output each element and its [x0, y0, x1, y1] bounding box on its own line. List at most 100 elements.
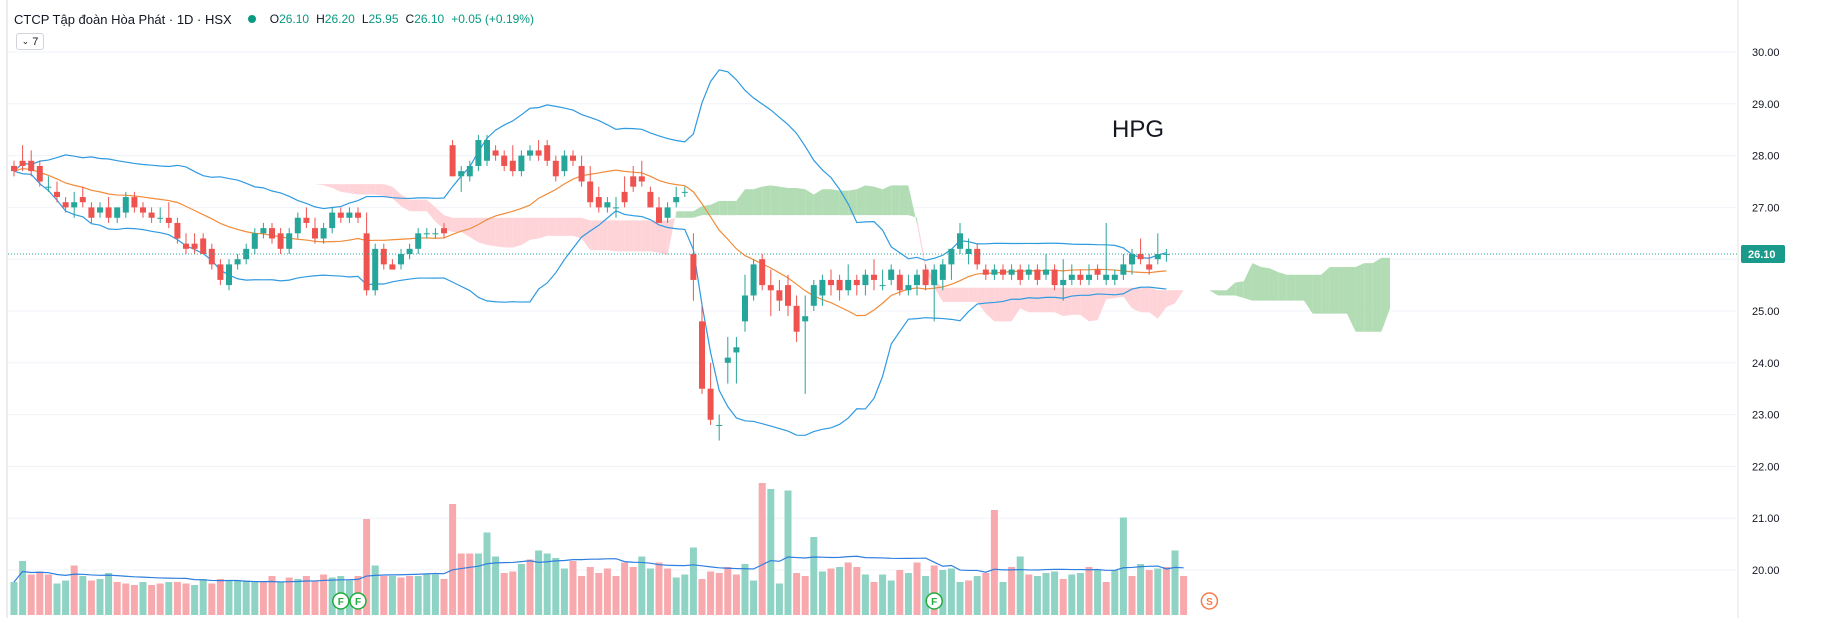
volume-bar	[767, 489, 775, 615]
last-price-badge	[1741, 245, 1785, 264]
cloud-segment	[1020, 287, 1029, 313]
candle-body	[896, 274, 903, 291]
candle-body	[114, 207, 121, 218]
candle-body	[853, 279, 860, 286]
volume-bar	[707, 571, 715, 615]
cloud-segment	[607, 220, 616, 252]
volume-bar	[965, 580, 973, 615]
candle-body	[939, 264, 946, 280]
volume-bar	[552, 558, 560, 615]
candle-body	[269, 228, 275, 239]
candle-body	[234, 259, 241, 265]
volume-bar	[492, 556, 500, 615]
candle-body	[802, 316, 809, 322]
cloud-segment	[831, 189, 840, 216]
volume-bar	[380, 576, 388, 615]
candle-body	[681, 191, 688, 193]
candle-body	[595, 197, 602, 208]
volume-bar	[930, 565, 938, 615]
volume-bar	[672, 577, 680, 615]
volume-bar	[156, 583, 164, 615]
dividend-marker	[332, 592, 350, 610]
candle-body	[1017, 269, 1024, 280]
cloud-segment	[753, 186, 763, 216]
candle-body	[286, 233, 293, 249]
candle-body	[260, 228, 267, 234]
candle-body	[914, 274, 920, 286]
cloud-segment	[684, 211, 694, 218]
cloud-segment	[899, 185, 909, 216]
volume-bar	[569, 561, 577, 615]
candle-body	[1154, 254, 1161, 260]
candle-body	[845, 279, 852, 291]
volume-bar	[1094, 570, 1102, 615]
cloud-segment	[805, 189, 814, 216]
cloud-segment	[1046, 287, 1055, 313]
cloud-segment	[719, 200, 728, 216]
legend-header[interactable]: CTCP Tập đoàn Hòa Phát · 1D · HSX O26.10…	[14, 10, 534, 28]
volume-bar	[793, 573, 801, 615]
cloud-segment	[727, 200, 737, 216]
cloud-segment	[960, 287, 969, 302]
volume-bar	[870, 582, 878, 615]
cloud-segment	[418, 199, 427, 212]
candle-body	[458, 171, 465, 177]
volume-bar	[1128, 576, 1136, 615]
volume-bar	[861, 574, 869, 615]
marker-label: S	[1206, 597, 1213, 608]
candle-body	[71, 202, 78, 208]
volume-bar	[1137, 564, 1145, 615]
volume-bar	[130, 585, 138, 615]
cloud-segment	[822, 189, 831, 216]
cloud-segment	[1149, 287, 1158, 319]
cloud-segment	[641, 220, 651, 252]
volume-bar	[27, 574, 35, 615]
candle-body	[165, 217, 172, 223]
symbol-title[interactable]: CTCP Tập đoàn Hòa Phát · 1D · HSX	[14, 11, 232, 27]
candle-body	[578, 165, 585, 182]
candle-body	[36, 165, 43, 182]
volume-bar	[904, 573, 912, 615]
candle-body	[724, 357, 731, 363]
candle-body	[793, 305, 800, 332]
cloud-segment	[762, 185, 771, 216]
ohlc-close: C26.10	[405, 12, 445, 26]
candle-body	[656, 207, 662, 223]
candle-body	[965, 248, 972, 255]
candle-body	[552, 160, 559, 177]
volume-bar	[982, 573, 990, 615]
candle-body	[1051, 269, 1058, 286]
cloud-segment	[1278, 272, 1287, 301]
candle-body	[570, 155, 576, 161]
price-tick-label: 28.00	[1752, 151, 1780, 163]
volume-bar	[500, 573, 508, 615]
candle-body	[836, 279, 843, 291]
cloud-segment	[856, 185, 866, 216]
candle-body	[389, 264, 396, 270]
volume-bar	[242, 580, 250, 615]
candle-body	[183, 243, 189, 249]
volume-bar	[139, 582, 147, 615]
ohlc-low: L25.95	[361, 12, 399, 26]
cloud-segment	[383, 184, 393, 199]
cloud-segment	[848, 189, 857, 216]
indicators-toggle-button[interactable]: ⌄ 7	[16, 33, 44, 50]
candle-body	[621, 191, 628, 203]
volume-histogram	[10, 483, 1188, 615]
candle-body	[329, 212, 336, 229]
volume-bar	[801, 576, 809, 615]
cloud-segment	[1312, 274, 1322, 314]
candle-body	[716, 424, 723, 426]
volume-bar	[578, 576, 586, 615]
market-status-dot	[247, 15, 256, 23]
cloud-segment	[323, 184, 333, 188]
candle-body	[759, 259, 766, 286]
cloud-segment	[435, 207, 444, 230]
cloud-segment	[590, 220, 599, 251]
cloud-segment	[839, 190, 849, 216]
cloud-segment	[1329, 266, 1339, 314]
candle-body	[492, 150, 499, 156]
volume-bar	[664, 568, 672, 615]
